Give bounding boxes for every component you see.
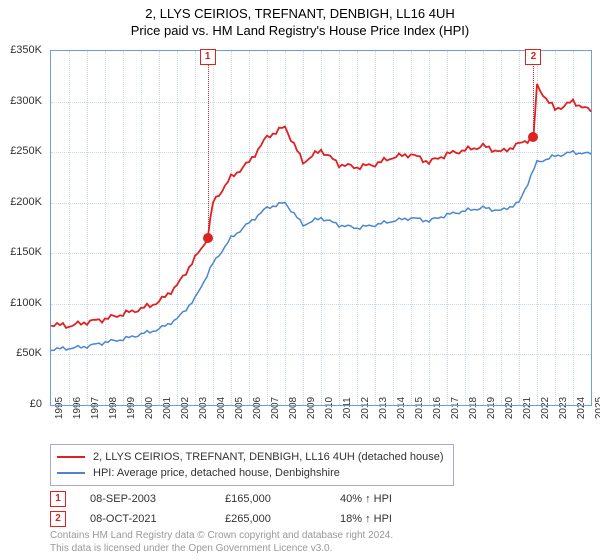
footer-attribution: Contains HM Land Registry data © Crown c… bbox=[50, 530, 393, 555]
y-axis-label: £0 bbox=[0, 398, 42, 410]
chart-legend: 2, LLYS CEIRIOS, TREFNANT, DENBIGH, LL16… bbox=[50, 444, 454, 486]
sale-marker-2: 2 bbox=[50, 511, 66, 527]
y-axis-label: £100K bbox=[0, 297, 42, 309]
chart-title-block: 2, LLYS CEIRIOS, TREFNANT, DENBIGH, LL16… bbox=[0, 0, 600, 38]
series-hpi-line bbox=[51, 151, 591, 351]
sale-delta: 40% ↑ HPI bbox=[340, 493, 460, 505]
y-axis-label: £300K bbox=[0, 95, 42, 107]
legend-item-hpi: HPI: Average price, detached house, Denb… bbox=[57, 465, 447, 481]
footer-line2: This data is licensed under the Open Gov… bbox=[50, 543, 393, 556]
legend-swatch-hpi bbox=[57, 472, 85, 474]
y-axis-label: £50K bbox=[0, 347, 42, 359]
sale-date: 08-OCT-2021 bbox=[90, 513, 225, 525]
chart-marker-dot-2 bbox=[528, 132, 538, 142]
x-axis-label: 2025 bbox=[594, 397, 600, 419]
legend-label-property: 2, LLYS CEIRIOS, TREFNANT, DENBIGH, LL16… bbox=[93, 451, 444, 463]
legend-swatch-property bbox=[57, 456, 85, 458]
sale-price: £265,000 bbox=[225, 513, 340, 525]
sales-table: 1 08-SEP-2003 £165,000 40% ↑ HPI 2 08-OC… bbox=[50, 490, 460, 530]
chart-marker-1: 1 bbox=[200, 49, 216, 65]
table-row: 2 08-OCT-2021 £265,000 18% ↑ HPI bbox=[50, 510, 460, 528]
title-address: 2, LLYS CEIRIOS, TREFNANT, DENBIGH, LL16… bbox=[0, 6, 600, 21]
sale-delta: 18% ↑ HPI bbox=[340, 513, 460, 525]
y-axis-label: £250K bbox=[0, 145, 42, 157]
sale-price: £165,000 bbox=[225, 493, 340, 505]
title-subtitle: Price paid vs. HM Land Registry's House … bbox=[0, 23, 600, 38]
table-row: 1 08-SEP-2003 £165,000 40% ↑ HPI bbox=[50, 490, 460, 508]
sale-date: 08-SEP-2003 bbox=[90, 493, 225, 505]
chart-marker-dot-1 bbox=[203, 233, 213, 243]
footer-line1: Contains HM Land Registry data © Crown c… bbox=[50, 530, 393, 543]
series-property-line bbox=[51, 84, 591, 328]
chart-plot-area: 12 bbox=[50, 50, 592, 406]
y-axis-label: £200K bbox=[0, 196, 42, 208]
legend-label-hpi: HPI: Average price, detached house, Denb… bbox=[93, 467, 340, 479]
y-axis-label: £350K bbox=[0, 44, 42, 56]
chart-lines bbox=[51, 51, 591, 405]
sale-marker-1: 1 bbox=[50, 491, 66, 507]
legend-item-property: 2, LLYS CEIRIOS, TREFNANT, DENBIGH, LL16… bbox=[57, 449, 447, 465]
y-axis-label: £150K bbox=[0, 246, 42, 258]
chart-marker-2: 2 bbox=[525, 49, 541, 65]
